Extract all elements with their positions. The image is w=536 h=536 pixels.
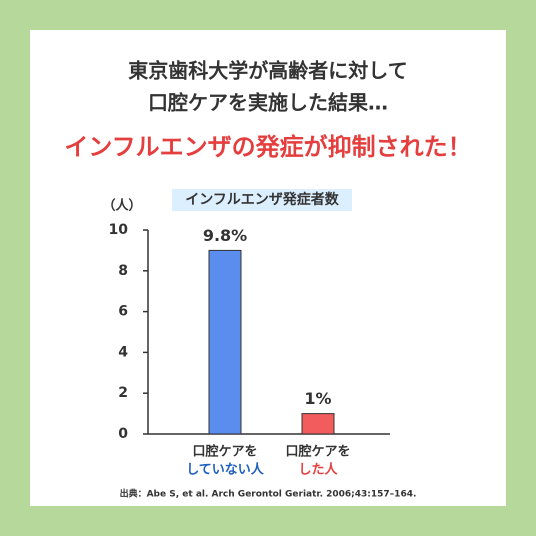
chart-label: インフルエンザ発症者数	[185, 191, 340, 208]
subtitle: インフルエンザの発症が抑制された！	[64, 133, 471, 161]
title-line: 口腔ケアを実施した結果…	[148, 91, 388, 115]
source: 出典：Abe S, et al. Arch Gerontol Geriatr. …	[120, 488, 417, 500]
y-axis-label: （人）	[102, 198, 141, 214]
y-tick-label: 10	[109, 222, 129, 238]
y-tick-label: 4	[118, 344, 128, 360]
title-line: 東京歯科大学が高齢者に対して	[128, 59, 407, 83]
y-tick-label: 8	[118, 263, 128, 279]
value-label: 1%	[304, 389, 331, 408]
x-tick-label: 口腔ケアを	[192, 444, 257, 460]
y-tick-label: 2	[118, 385, 128, 401]
x-tick-label: した人	[298, 462, 338, 478]
y-tick-label: 0	[118, 426, 128, 442]
panel	[30, 30, 506, 506]
bar	[301, 413, 335, 435]
y-tick-label: 6	[118, 304, 128, 320]
x-tick-label: 口腔ケアを	[285, 444, 350, 460]
value-label: 9.8%	[203, 226, 247, 245]
label-highlight	[172, 189, 352, 211]
bar	[208, 249, 242, 435]
x-tick-label: していない人	[186, 462, 265, 478]
